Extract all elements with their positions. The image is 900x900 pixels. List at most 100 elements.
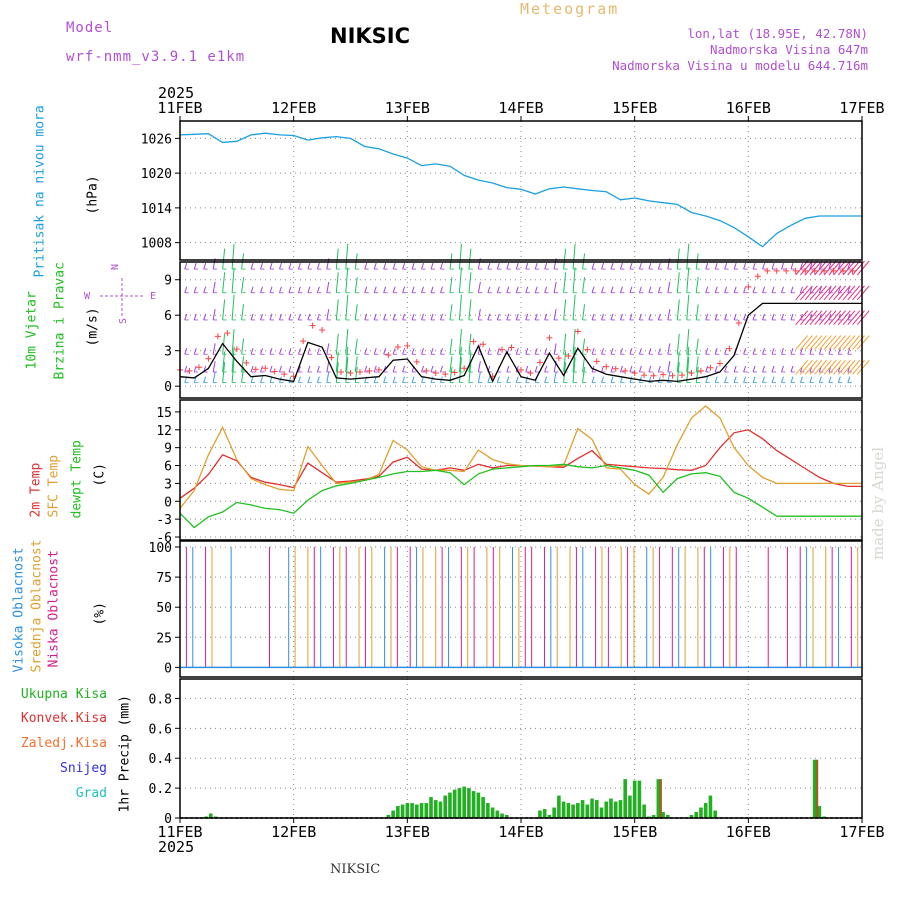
wind-barb bbox=[833, 360, 846, 375]
wind-barb bbox=[297, 262, 301, 270]
wind-barb bbox=[354, 304, 358, 321]
gust-mark bbox=[224, 330, 231, 337]
wind-barb bbox=[695, 366, 699, 383]
wind-barb bbox=[544, 376, 548, 383]
wind-barb bbox=[842, 285, 856, 301]
gust-mark bbox=[356, 368, 363, 375]
wind-barb bbox=[771, 376, 775, 383]
wind-barb bbox=[610, 262, 614, 270]
wind-barb bbox=[790, 262, 794, 270]
gust-mark bbox=[612, 365, 619, 372]
wind-barb bbox=[326, 343, 330, 355]
wind-barb bbox=[818, 376, 822, 383]
wind-barb bbox=[496, 262, 500, 270]
wind-barb bbox=[795, 360, 809, 375]
wind-barb bbox=[714, 376, 718, 383]
wind-barb bbox=[601, 313, 604, 321]
wind-barb bbox=[837, 360, 851, 375]
wind-barb bbox=[193, 313, 197, 321]
precip-bar bbox=[699, 807, 703, 818]
wind-barb bbox=[856, 260, 870, 276]
wind-barb bbox=[184, 313, 188, 321]
wind-barb bbox=[193, 286, 197, 293]
wind-barb bbox=[638, 365, 642, 373]
wind-barb bbox=[676, 351, 680, 373]
gust-mark bbox=[328, 354, 335, 361]
wind-barb bbox=[800, 335, 813, 350]
gust-mark bbox=[584, 346, 591, 353]
wind-barb bbox=[629, 376, 633, 383]
wind-barb bbox=[743, 348, 747, 355]
wind-barb bbox=[411, 313, 415, 321]
wind-barb bbox=[193, 365, 197, 373]
x-tick-label-top: 13FEB bbox=[385, 99, 430, 117]
gust-mark bbox=[707, 364, 714, 371]
precip-bar bbox=[419, 803, 424, 818]
wind-barb bbox=[184, 348, 188, 355]
wind-barb bbox=[534, 313, 538, 321]
wind-barb bbox=[345, 346, 349, 373]
wind-barb bbox=[667, 361, 671, 373]
gust-mark bbox=[252, 366, 259, 373]
wind-barb bbox=[833, 335, 846, 350]
wind-barb bbox=[269, 348, 273, 355]
wind-barb bbox=[818, 348, 822, 355]
wind-barb bbox=[392, 376, 396, 383]
wind-barb bbox=[203, 262, 207, 270]
wind-barb bbox=[847, 376, 851, 383]
wind-barb bbox=[667, 281, 671, 293]
wind-barb bbox=[762, 348, 766, 355]
wind-barb bbox=[316, 376, 320, 383]
wind-barb bbox=[842, 360, 856, 375]
wind-barb bbox=[430, 286, 434, 293]
compass-rose bbox=[100, 278, 144, 318]
wind-barb bbox=[345, 294, 349, 320]
y-tick-label: -6 bbox=[156, 531, 172, 546]
precip-bar bbox=[609, 798, 613, 818]
wind-barb bbox=[250, 262, 254, 270]
lonlat-label: lon,lat (18.95E, 42.78N) bbox=[687, 26, 868, 41]
precip-bar bbox=[566, 803, 571, 818]
wind-barb bbox=[525, 365, 529, 373]
gust-mark bbox=[300, 338, 307, 345]
gust-mark bbox=[802, 267, 809, 274]
wind-barb bbox=[525, 376, 529, 383]
wind-barb bbox=[335, 362, 339, 383]
precip-bar bbox=[448, 792, 452, 818]
gust-mark bbox=[745, 283, 752, 290]
gust-mark bbox=[555, 355, 562, 362]
gust-mark bbox=[622, 367, 629, 374]
x-tick-label-top: 17FEB bbox=[839, 99, 884, 117]
precip-bar bbox=[410, 803, 414, 818]
wind-barb bbox=[833, 260, 846, 276]
wind-barb bbox=[440, 286, 443, 293]
wind-barb bbox=[686, 329, 690, 355]
gust-mark bbox=[641, 372, 648, 379]
wind-barb bbox=[468, 248, 472, 270]
y-tick-label: 100 bbox=[149, 541, 172, 556]
wind-barb bbox=[458, 267, 462, 293]
wind-barb bbox=[733, 365, 737, 373]
wind-barb bbox=[837, 262, 841, 270]
wind-barb bbox=[823, 260, 837, 276]
wind-barb bbox=[800, 310, 813, 326]
wind-barb bbox=[799, 286, 803, 293]
wind-barb bbox=[212, 361, 216, 373]
wind-barb bbox=[657, 262, 661, 270]
gust-mark bbox=[669, 372, 676, 379]
wind-barb bbox=[373, 286, 377, 293]
wind-barb bbox=[515, 313, 519, 321]
wind-barb bbox=[724, 348, 728, 355]
wind-barb bbox=[288, 348, 292, 355]
wind-barb bbox=[269, 365, 273, 373]
wind-barb bbox=[421, 286, 425, 293]
gust-mark bbox=[413, 358, 420, 365]
wind-barb bbox=[686, 267, 690, 293]
wind-barb bbox=[847, 335, 861, 350]
wind-barb bbox=[241, 366, 245, 383]
wind-barb bbox=[582, 356, 586, 373]
wind-barb bbox=[619, 262, 623, 270]
wind-barb bbox=[468, 351, 472, 373]
wind-barb bbox=[771, 348, 775, 355]
gust-mark bbox=[499, 346, 506, 353]
